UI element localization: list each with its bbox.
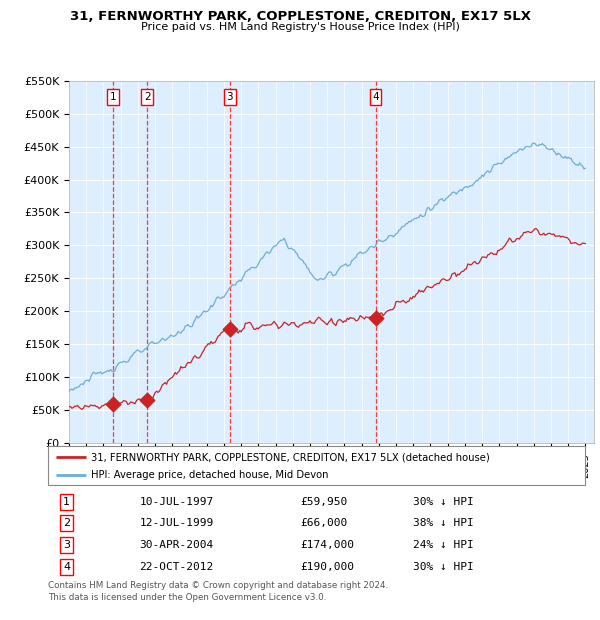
Text: 31, FERNWORTHY PARK, COPPLESTONE, CREDITON, EX17 5LX (detached house): 31, FERNWORTHY PARK, COPPLESTONE, CREDIT… [91,452,490,462]
Point [108,399,118,409]
FancyBboxPatch shape [48,446,585,485]
Text: 38% ↓ HPI: 38% ↓ HPI [413,518,474,528]
Text: £190,000: £190,000 [301,562,355,572]
Text: 30% ↓ HPI: 30% ↓ HPI [413,562,474,572]
Text: 22-OCT-2012: 22-OCT-2012 [139,562,214,572]
Text: 3: 3 [63,540,70,550]
Text: 1: 1 [109,92,116,102]
Text: 4: 4 [63,562,70,572]
Text: 3: 3 [226,92,233,102]
Text: £174,000: £174,000 [301,540,355,550]
Text: Price paid vs. HM Land Registry's House Price Index (HPI): Price paid vs. HM Land Registry's House … [140,22,460,32]
Text: 2: 2 [63,518,70,528]
Text: HPI: Average price, detached house, Mid Devon: HPI: Average price, detached house, Mid … [91,470,328,480]
Text: 2: 2 [144,92,151,102]
Text: 30% ↓ HPI: 30% ↓ HPI [413,497,474,507]
Point [371,313,380,323]
Text: 31, FERNWORTHY PARK, COPPLESTONE, CREDITON, EX17 5LX: 31, FERNWORTHY PARK, COPPLESTONE, CREDIT… [70,10,530,23]
Text: 1: 1 [63,497,70,507]
Text: This data is licensed under the Open Government Licence v3.0.: This data is licensed under the Open Gov… [48,593,326,602]
Text: 24% ↓ HPI: 24% ↓ HPI [413,540,474,550]
Text: Contains HM Land Registry data © Crown copyright and database right 2024.: Contains HM Land Registry data © Crown c… [48,581,388,590]
Text: £59,950: £59,950 [301,497,347,507]
Text: 4: 4 [372,92,379,102]
Text: 12-JUL-1999: 12-JUL-1999 [139,518,214,528]
Text: 30-APR-2004: 30-APR-2004 [139,540,214,550]
Text: 10-JUL-1997: 10-JUL-1997 [139,497,214,507]
Text: £66,000: £66,000 [301,518,347,528]
Point [142,395,152,405]
Point [225,324,235,334]
